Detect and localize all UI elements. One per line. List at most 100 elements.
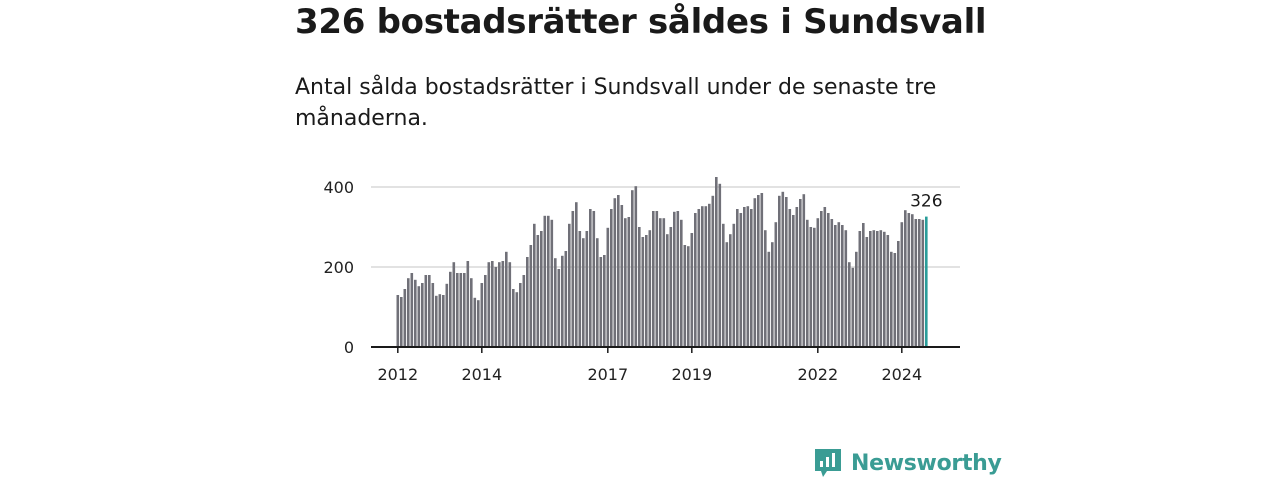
- bar: [722, 223, 725, 347]
- bar: [634, 186, 638, 347]
- bar: [596, 238, 599, 347]
- bar: [557, 269, 561, 347]
- bar: [470, 278, 473, 347]
- x-tick-label: 2024: [881, 365, 922, 384]
- bar: [599, 257, 603, 347]
- bar: [606, 227, 610, 347]
- bar: [718, 183, 722, 347]
- bar: [904, 210, 907, 347]
- x-tick-label: 2017: [587, 365, 628, 384]
- bar: [414, 279, 417, 347]
- bar: [816, 218, 820, 347]
- bar: [764, 230, 767, 347]
- bar: [897, 241, 900, 347]
- bar: [571, 211, 575, 347]
- bar: [417, 286, 421, 347]
- bar: [480, 283, 484, 347]
- bar: [778, 195, 781, 347]
- bar: [438, 294, 442, 347]
- bar: [578, 231, 582, 347]
- bar: [715, 177, 718, 347]
- bar: [410, 273, 414, 347]
- bar: [743, 207, 746, 347]
- bar: [487, 262, 491, 347]
- bar: [501, 261, 505, 347]
- bar: [512, 289, 515, 347]
- bar: [515, 292, 519, 347]
- bar: [543, 215, 547, 347]
- bar: [477, 300, 480, 347]
- bar: [687, 246, 690, 347]
- bar: [494, 267, 498, 347]
- bar: [424, 275, 428, 347]
- bar: [851, 267, 855, 347]
- bar: [844, 230, 848, 347]
- bar: [680, 219, 683, 347]
- bar: [725, 242, 729, 347]
- bar: [592, 211, 596, 347]
- bar: [554, 258, 557, 347]
- bar: [820, 211, 823, 347]
- bar: [694, 213, 697, 347]
- bar: [739, 213, 743, 347]
- bar: [862, 223, 865, 347]
- bar: [536, 235, 540, 347]
- bar: [641, 237, 645, 347]
- bar: [781, 191, 785, 347]
- bar: [620, 205, 624, 347]
- bar: [837, 222, 841, 347]
- bar: [449, 271, 452, 347]
- bar: [561, 255, 564, 347]
- bar: [893, 253, 897, 347]
- newsworthy-logo-icon: [815, 449, 841, 477]
- bar: [547, 215, 550, 347]
- bar: [827, 213, 830, 347]
- bar: [711, 195, 715, 347]
- brand-logo: Newsworthy: [813, 447, 1002, 479]
- bar: [655, 211, 659, 347]
- x-tick-label: 2019: [671, 365, 712, 384]
- bar: [848, 262, 851, 347]
- bar: [921, 219, 925, 347]
- bar: [771, 242, 774, 347]
- bar: [627, 217, 631, 347]
- bar: [690, 233, 694, 347]
- bar: [491, 261, 494, 347]
- bar: [396, 295, 400, 347]
- bar: [669, 227, 673, 347]
- bar: [421, 283, 424, 347]
- bar: [407, 278, 410, 347]
- bar: [575, 202, 578, 347]
- chart-card: 326 bostadsrätter såldes i Sundsvall Ant…: [295, 0, 987, 480]
- bar: [879, 230, 883, 347]
- bar: [753, 198, 757, 347]
- bar: [459, 273, 463, 347]
- bar: [746, 206, 750, 347]
- bar: [813, 227, 816, 347]
- y-tick-label: 200: [323, 258, 354, 277]
- bar: [662, 218, 666, 347]
- bar: [697, 209, 701, 347]
- bar: [914, 219, 918, 347]
- bar: [683, 245, 687, 347]
- bar: [876, 231, 879, 347]
- bar: [757, 195, 760, 347]
- highlight-bar: [925, 216, 928, 347]
- bar: [652, 211, 655, 347]
- bar: [452, 262, 456, 347]
- bar: [484, 275, 487, 347]
- bar: [830, 219, 834, 347]
- bar: [883, 231, 886, 347]
- bar: [498, 262, 501, 347]
- bar: [795, 207, 799, 347]
- bar: [900, 222, 904, 347]
- bar: [645, 235, 648, 347]
- bar: [400, 297, 403, 347]
- bar: [788, 209, 792, 347]
- bar: [529, 245, 533, 347]
- bar: [519, 283, 522, 347]
- bar: [767, 251, 771, 347]
- bar: [736, 209, 739, 347]
- y-tick-label: 400: [323, 178, 354, 197]
